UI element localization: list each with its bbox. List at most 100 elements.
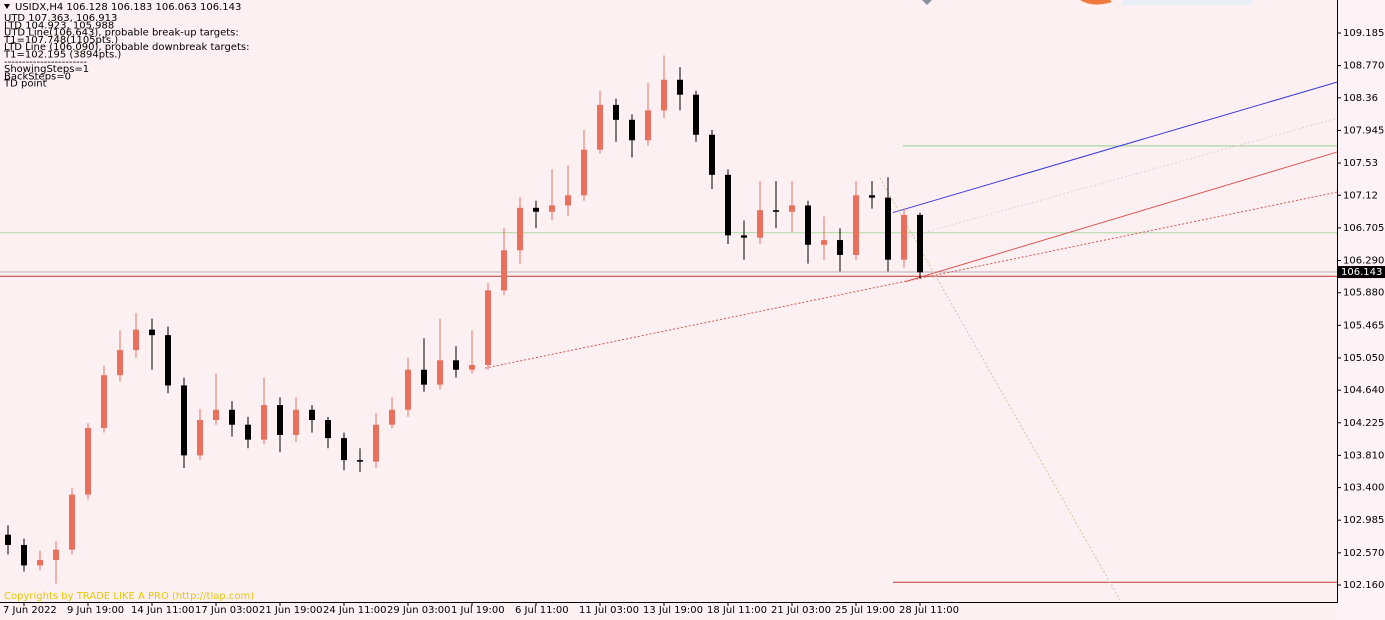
candle-body (229, 409, 235, 425)
y-tick-label: 102.570 (1343, 548, 1384, 559)
y-tick-label: 103.400 (1343, 483, 1384, 494)
x-tick-label: 7 Jun 2022 (3, 605, 57, 616)
info-line: BackSteps=0 (4, 71, 71, 82)
price-tag-bg (1338, 266, 1385, 279)
candle-body (197, 420, 203, 456)
info-line: ShowingSteps=1 (4, 64, 89, 75)
candle-body (149, 329, 155, 336)
trend-line (904, 151, 1338, 283)
collapse-arrow[interactable] (4, 4, 10, 9)
candle-body (261, 405, 267, 440)
x-tick-label: 18 Jul 11:00 (707, 605, 767, 616)
candle-body (341, 438, 347, 461)
candle-body (661, 79, 667, 111)
candle-body (917, 214, 923, 273)
trend-line (484, 191, 1338, 369)
y-tick-label: 106.705 (1343, 223, 1384, 234)
x-tick-label: 21 Jun 19:00 (259, 605, 323, 616)
info-line: LTD 104.923, 105.988 (4, 20, 114, 31)
candle-body (85, 427, 91, 495)
candle-body (853, 195, 859, 255)
x-tick-label: 6 Jul 11:00 (515, 605, 569, 616)
y-tick-label: 107.945 (1343, 125, 1384, 136)
y-tick-label: 105.465 (1343, 320, 1384, 331)
info-line: T1=102.195 (3894pts.) (3, 50, 121, 61)
y-tick-label: 104.225 (1343, 418, 1384, 429)
candle-body (37, 559, 43, 566)
candle-body (885, 197, 891, 260)
candle-body (69, 494, 75, 550)
y-tick-label: 108.36 (1343, 93, 1378, 104)
candle-body (757, 210, 763, 238)
candle-body (245, 424, 251, 440)
candle-body (5, 534, 11, 545)
info-line: TD point (3, 79, 47, 90)
x-tick-label: 14 Jun 11:00 (131, 605, 195, 616)
candle-body (437, 360, 443, 385)
candle-body (533, 207, 539, 212)
y-tick-label: 106.290 (1343, 255, 1384, 266)
candle-body (677, 79, 683, 95)
trend-line (892, 81, 1338, 214)
candle-body (581, 149, 587, 196)
candle-body (325, 420, 331, 439)
y-tick-label: 105.050 (1343, 353, 1384, 364)
price-axis-panel (1337, 0, 1385, 620)
candle-body (101, 375, 107, 428)
candle-body (469, 365, 475, 370)
candle-body (453, 360, 459, 370)
x-tick-label: 21 Jul 03:00 (771, 605, 831, 616)
candle-body (549, 205, 555, 212)
logo-icon[interactable] (1080, 0, 1112, 5)
candle-body (645, 110, 651, 141)
candle-body (837, 240, 843, 255)
x-tick-label: 13 Jul 19:00 (643, 605, 703, 616)
candle-body (181, 385, 187, 456)
candle-body (741, 235, 747, 238)
y-tick-label: 109.185 (1343, 28, 1384, 39)
candle-body (805, 205, 811, 245)
x-tick-label: 11 Jul 03:00 (579, 605, 639, 616)
candle-body (709, 134, 715, 175)
candle-body (53, 549, 59, 560)
x-tick-label: 17 Jun 03:00 (195, 605, 259, 616)
toolbar-icon[interactable] (922, 0, 932, 5)
x-tick-label: 25 Jul 19:00 (835, 605, 895, 616)
candle-body (773, 210, 779, 212)
candle-body (901, 214, 907, 260)
copyright: Copyrights by TRADE LIKE A PRO (http://t… (4, 591, 254, 602)
candle-body (693, 94, 699, 135)
x-tick-label: 24 Jun 11:00 (323, 605, 387, 616)
candle-body (309, 409, 315, 421)
info-line: ----------------------- (4, 57, 87, 68)
x-tick-label: 28 Jul 11:00 (899, 605, 959, 616)
candle-body (613, 104, 619, 120)
trend-line (904, 117, 1338, 239)
candle-body (389, 409, 395, 425)
candle-body (869, 195, 875, 198)
info-line: UTD 107.363, 106.913 (4, 13, 117, 24)
candle-body (293, 409, 299, 435)
x-tick-label: 9 Jun 19:00 (67, 605, 124, 616)
candle-body (501, 250, 507, 291)
candle-body (133, 329, 139, 351)
info-line: LTD Line (106.090), probable downbreak t… (4, 42, 249, 53)
candle-body (213, 409, 219, 421)
trend-line (879, 177, 1121, 601)
y-tick-label: 108.770 (1343, 61, 1384, 72)
candle-body (565, 195, 571, 206)
candle-body (421, 369, 427, 385)
y-tick-label: 103.810 (1343, 450, 1384, 461)
candle-body (485, 290, 491, 366)
candle-body (373, 424, 379, 462)
x-tick-label: 1 Jul 19:00 (451, 605, 505, 616)
info-line: T1=107.748(1105pts.) (3, 35, 118, 46)
candle-body (629, 119, 635, 141)
y-tick-label: 102.985 (1343, 515, 1384, 526)
y-tick-label: 107.53 (1343, 158, 1378, 169)
info-line: UTD Line(106.643), probable break-up tar… (4, 28, 239, 39)
toolbar[interactable] (1122, 0, 1252, 5)
y-tick-label: 105.880 (1343, 288, 1384, 299)
